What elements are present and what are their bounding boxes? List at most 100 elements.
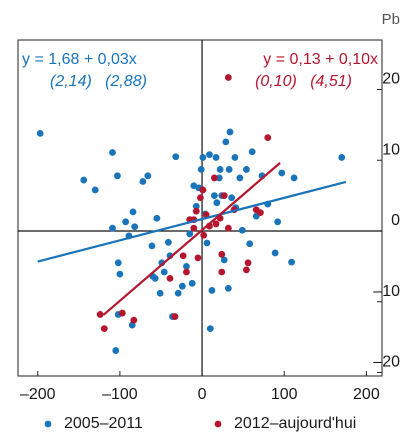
- fit-stats: (2,14) (2,88): [50, 73, 147, 90]
- legend-marker: [214, 420, 222, 428]
- point: [112, 347, 120, 354]
- y-tick-label: 0: [391, 212, 400, 229]
- point: [197, 166, 205, 173]
- point: [202, 211, 210, 219]
- point: [290, 174, 298, 182]
- fit-equation: y = 1,68 + 0,03x: [22, 51, 137, 68]
- x-tick-label: –100: [102, 386, 138, 403]
- point: [183, 262, 190, 270]
- point: [164, 238, 172, 246]
- point: [206, 151, 213, 158]
- point: [179, 252, 187, 260]
- point: [218, 250, 226, 258]
- point: [203, 239, 211, 247]
- point: [226, 128, 234, 136]
- point: [246, 240, 254, 248]
- y-tick-label: 20: [382, 71, 400, 88]
- point: [212, 220, 220, 228]
- point: [231, 154, 239, 161]
- point: [220, 256, 228, 264]
- y-tick-label: –20: [373, 354, 400, 371]
- point: [131, 223, 139, 231]
- point: [243, 166, 250, 173]
- fit-line: [102, 162, 281, 316]
- point: [236, 174, 244, 182]
- point: [222, 138, 230, 146]
- point: [256, 209, 264, 216]
- point: [151, 274, 159, 282]
- point: [36, 129, 44, 137]
- point: [178, 282, 186, 290]
- legend-label: 2012–aujourd'hui: [234, 415, 356, 432]
- point: [144, 172, 152, 180]
- point: [139, 178, 147, 185]
- x-tick-label: 200: [353, 386, 380, 403]
- point: [192, 202, 200, 210]
- point: [96, 311, 104, 318]
- point: [288, 258, 296, 266]
- point: [192, 207, 200, 215]
- point: [197, 194, 204, 202]
- point: [243, 266, 250, 274]
- point: [271, 249, 279, 257]
- point: [148, 242, 156, 250]
- point: [194, 254, 202, 262]
- point: [224, 74, 232, 81]
- point: [278, 169, 286, 177]
- point: [218, 268, 226, 276]
- point: [114, 259, 122, 267]
- y-tick-label: –10: [373, 283, 400, 300]
- point: [188, 279, 196, 287]
- point: [153, 214, 161, 222]
- point: [224, 284, 232, 292]
- point: [210, 174, 218, 182]
- point: [80, 176, 88, 184]
- point: [100, 325, 108, 333]
- point: [215, 174, 223, 182]
- point: [183, 268, 190, 276]
- point: [208, 287, 216, 294]
- point: [199, 154, 207, 161]
- point: [238, 226, 246, 234]
- legend-marker: [44, 420, 52, 428]
- point: [190, 224, 198, 232]
- point: [206, 325, 214, 333]
- x-tick-label: –200: [20, 386, 56, 403]
- point: [114, 172, 121, 180]
- unit-label: Pb: [382, 11, 400, 28]
- fit-line: [37, 180, 347, 263]
- x-tick-label: 0: [198, 386, 207, 403]
- fit-equation: y = 0,13 + 0,10x: [263, 51, 378, 68]
- point: [186, 230, 194, 238]
- point: [129, 208, 137, 216]
- point: [109, 224, 116, 232]
- point: [91, 186, 99, 194]
- fit-stats: (0,10) (4,51): [255, 73, 352, 90]
- point: [210, 192, 218, 200]
- point: [264, 134, 272, 142]
- point: [224, 224, 232, 232]
- point: [160, 268, 168, 276]
- legend-label: 2005–2011: [64, 415, 143, 432]
- point: [174, 289, 182, 297]
- y-tick-label: 10: [382, 141, 400, 158]
- point: [212, 154, 220, 161]
- point: [172, 153, 180, 161]
- point: [220, 192, 228, 200]
- point: [109, 149, 116, 156]
- point: [171, 313, 179, 320]
- point: [200, 231, 208, 239]
- point: [122, 218, 130, 226]
- point: [156, 289, 164, 297]
- point: [130, 316, 138, 324]
- point: [199, 186, 207, 194]
- point: [116, 270, 124, 278]
- point: [228, 194, 236, 202]
- point: [244, 259, 252, 267]
- point: [216, 166, 224, 173]
- x-tick-label: 100: [271, 386, 298, 403]
- point: [213, 199, 221, 207]
- point: [274, 218, 282, 226]
- plot-frame: [17, 39, 383, 377]
